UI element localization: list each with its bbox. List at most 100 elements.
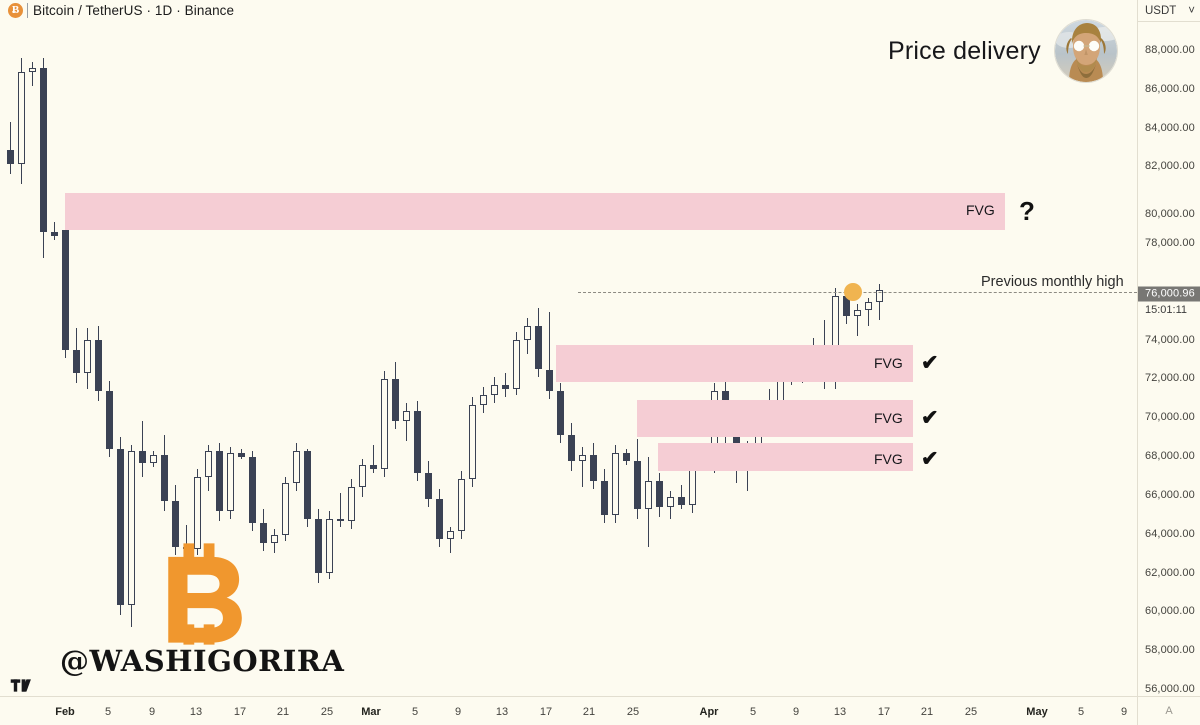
candle-body bbox=[425, 473, 432, 500]
candle-body bbox=[7, 149, 14, 164]
candle-wick bbox=[681, 485, 682, 510]
candle-body bbox=[293, 451, 300, 484]
auto-scale-label: A bbox=[1165, 705, 1173, 717]
watermark-handle: @WASHIGORIRA bbox=[60, 644, 345, 678]
candle-body bbox=[73, 349, 80, 374]
time-tick: 9 bbox=[1120, 706, 1128, 718]
currency-label: USDT bbox=[1145, 4, 1177, 17]
time-tick: 13 bbox=[833, 706, 847, 718]
title-block: Price delivery bbox=[888, 20, 1117, 82]
candle-body bbox=[172, 501, 179, 548]
candle-body bbox=[392, 379, 399, 422]
candle-wick bbox=[505, 373, 506, 398]
candle-body bbox=[271, 535, 278, 544]
candle-body bbox=[370, 465, 377, 470]
fvg-filled-check-icon: ✔ bbox=[921, 406, 939, 430]
price-scale-currency-selector[interactable]: USDT ˅ bbox=[1138, 0, 1200, 22]
price-tick: 82,000.00 bbox=[1145, 160, 1195, 172]
time-tick: 21 bbox=[276, 706, 290, 718]
time-tick: 9 bbox=[792, 706, 800, 718]
fvg-label: FVG bbox=[874, 451, 903, 467]
candle-wick bbox=[32, 61, 33, 86]
candle-body bbox=[414, 411, 421, 474]
candle-body bbox=[469, 405, 476, 480]
time-tick: 5 bbox=[104, 706, 112, 718]
time-tick: 5 bbox=[411, 706, 419, 718]
tradingview-logo[interactable] bbox=[10, 678, 36, 693]
time-tick: 5 bbox=[1077, 706, 1085, 718]
price-tick: 88,000.00 bbox=[1145, 44, 1195, 56]
candle-body bbox=[876, 289, 883, 302]
level-anchor-dot[interactable] bbox=[844, 283, 862, 301]
price-tick: 74,000.00 bbox=[1145, 334, 1195, 346]
candle-wick bbox=[406, 403, 407, 442]
time-tick: 9 bbox=[148, 706, 156, 718]
candle-body bbox=[612, 453, 619, 516]
candle-body bbox=[546, 369, 553, 392]
candle-wick bbox=[868, 297, 869, 326]
candle-body bbox=[205, 451, 212, 478]
fvg-zone-3[interactable] bbox=[658, 443, 913, 471]
candle-body bbox=[865, 301, 872, 310]
candle-body bbox=[150, 455, 157, 464]
price-scale[interactable]: USDT ˅ 88,000.00 86,000.00 84,000.00 82,000… bbox=[1137, 0, 1200, 724]
fvg-unfilled-question-icon: ? bbox=[1019, 196, 1035, 226]
fvg-label: FVG bbox=[874, 355, 903, 371]
candle-body bbox=[249, 457, 256, 524]
candle-body bbox=[458, 479, 465, 532]
candle-body bbox=[84, 339, 91, 374]
candle-wick bbox=[450, 527, 451, 554]
price-tick: 68,000.00 bbox=[1145, 450, 1195, 462]
candle-body bbox=[436, 499, 443, 540]
candle-body bbox=[623, 453, 630, 462]
time-tick: 21 bbox=[920, 706, 934, 718]
candle-wick bbox=[142, 421, 143, 478]
candle-body bbox=[282, 483, 289, 536]
candle-wick bbox=[549, 311, 550, 400]
fvg-filled-check-icon: ✔ bbox=[921, 351, 939, 375]
candle-body bbox=[227, 453, 234, 512]
candle-body bbox=[502, 385, 509, 390]
time-tick: 25 bbox=[964, 706, 978, 718]
time-tick: 13 bbox=[495, 706, 509, 718]
price-tick: 78,000.00 bbox=[1145, 237, 1195, 249]
price-tick: 80,000.00 bbox=[1145, 208, 1195, 220]
time-tick: 25 bbox=[626, 706, 640, 718]
time-tick: May bbox=[1026, 706, 1048, 718]
candle-body bbox=[29, 67, 36, 72]
time-tick: 17 bbox=[877, 706, 891, 718]
candle-body bbox=[480, 395, 487, 406]
header-divider bbox=[27, 3, 28, 18]
bar-countdown: 15:01:11 bbox=[1145, 304, 1188, 316]
time-tick: 5 bbox=[749, 706, 757, 718]
fvg-zone-1[interactable] bbox=[556, 345, 913, 382]
candle-wick bbox=[879, 283, 880, 320]
candle-body bbox=[568, 435, 575, 462]
time-tick: 13 bbox=[189, 706, 203, 718]
candle-body bbox=[40, 67, 47, 232]
candle-body bbox=[601, 481, 608, 516]
candle-wick bbox=[857, 303, 858, 336]
candle-body bbox=[524, 325, 531, 340]
fvg-zone-top[interactable] bbox=[65, 193, 1005, 230]
time-scale[interactable]: Feb 5 9 13 17 21 25 Mar 5 9 13 17 21 25 Apr 5 9 13 17 21 25 M… bbox=[0, 696, 1200, 725]
page-title: Price delivery bbox=[888, 36, 1041, 65]
candle-body bbox=[491, 385, 498, 396]
candle-body bbox=[139, 451, 146, 464]
chevron-down-icon[interactable]: ˅ bbox=[1188, 4, 1195, 17]
time-scale-settings[interactable]: A bbox=[1137, 697, 1200, 725]
price-tick: 58,000.00 bbox=[1145, 644, 1195, 656]
profile-avatar bbox=[1054, 20, 1117, 82]
candle-wick bbox=[340, 493, 341, 528]
candle-body bbox=[678, 497, 685, 506]
candle-body bbox=[326, 519, 333, 574]
chart-pane[interactable]: FVG? FVG ✔ FVG ✔ FVG ✔ Previous monthly high @… bbox=[0, 0, 1137, 696]
candle-body bbox=[161, 455, 168, 502]
symbol-header[interactable]: Ƀ Bitcoin / TetherUS · 1D · Binance bbox=[8, 3, 234, 18]
fvg-label: FVG bbox=[966, 202, 995, 218]
time-tick: 25 bbox=[320, 706, 334, 718]
price-tick: 84,000.00 bbox=[1145, 122, 1195, 134]
fvg-zone-2[interactable] bbox=[637, 400, 913, 437]
time-tick: 17 bbox=[539, 706, 553, 718]
candle-body bbox=[238, 453, 245, 458]
